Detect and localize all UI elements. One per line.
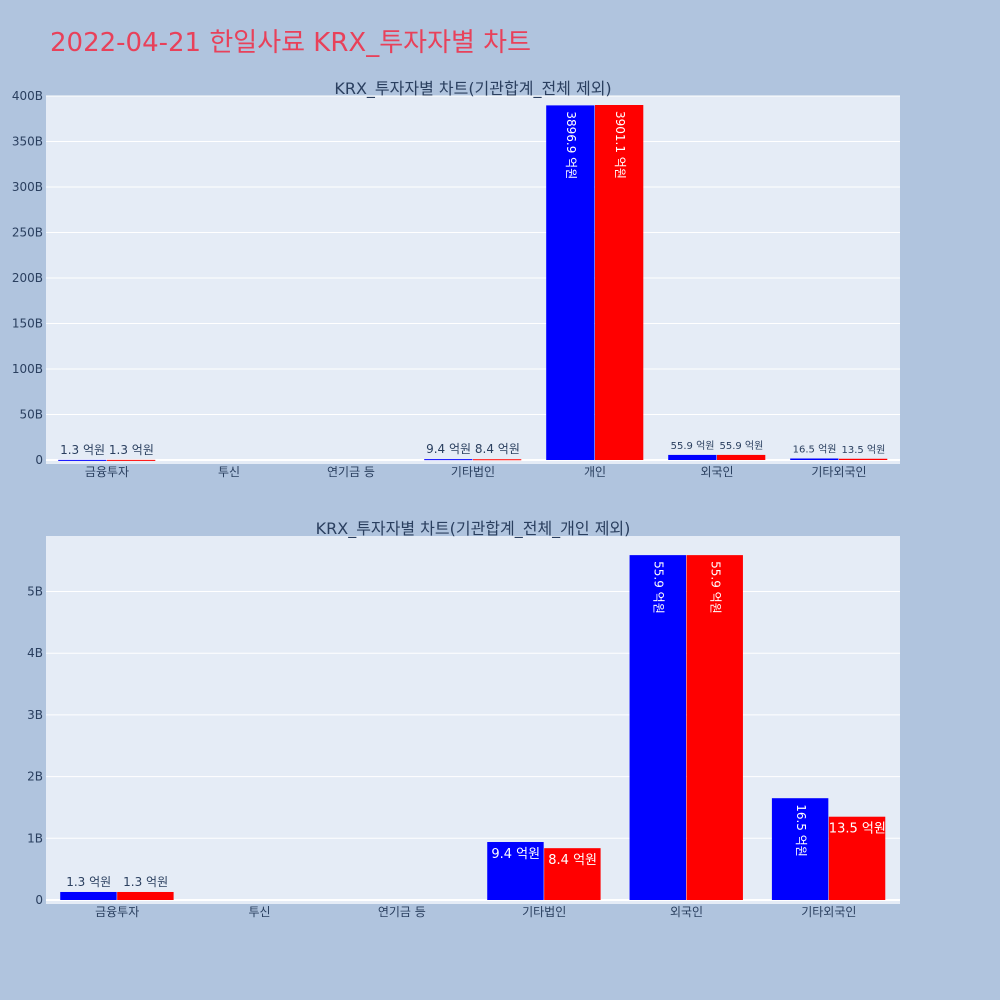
bar bbox=[839, 458, 888, 460]
bar bbox=[790, 458, 839, 460]
data-label: 16.5 억원 bbox=[793, 443, 837, 455]
data-label: 55.9 억원 bbox=[708, 561, 722, 614]
bar bbox=[107, 459, 156, 461]
x-tick-label: 연기금 등 bbox=[378, 905, 426, 919]
data-label: 55.9 억원 bbox=[719, 440, 763, 452]
bar bbox=[544, 848, 601, 900]
data-label: 9.4 억원 bbox=[491, 847, 540, 862]
bar bbox=[58, 459, 107, 461]
y-tick-label: 5B bbox=[27, 585, 43, 599]
bar bbox=[629, 555, 686, 900]
y-tick-label: 3B bbox=[27, 708, 43, 722]
data-label: 13.5 억원 bbox=[829, 822, 886, 837]
y-tick-label: 50B bbox=[19, 408, 43, 422]
bar bbox=[424, 459, 473, 461]
bar bbox=[117, 891, 174, 900]
data-label: 8.4 억원 bbox=[475, 442, 520, 456]
data-label: 16.5 억원 bbox=[794, 804, 808, 857]
x-tick-label: 금융투자 bbox=[85, 465, 129, 479]
data-label: 55.9 억원 bbox=[652, 561, 666, 614]
x-tick-label: 금융투자 bbox=[95, 905, 139, 919]
data-label: 13.5 억원 bbox=[841, 444, 885, 456]
data-label: 55.9 억원 bbox=[671, 440, 715, 452]
data-label: 1.3 억원 bbox=[60, 443, 105, 457]
x-tick-label: 외국인 bbox=[700, 465, 733, 479]
y-tick-label: 300B bbox=[12, 180, 43, 194]
data-label: 1.3 억원 bbox=[109, 443, 154, 457]
bar bbox=[487, 842, 544, 900]
bar bbox=[546, 105, 595, 460]
y-tick-label: 350B bbox=[12, 135, 43, 149]
x-tick-label: 기타외국인 bbox=[811, 465, 866, 479]
y-tick-label: 100B bbox=[12, 362, 43, 376]
y-tick-label: 0 bbox=[35, 453, 43, 467]
x-tick-label: 기타외국인 bbox=[801, 905, 856, 919]
bar bbox=[668, 454, 717, 460]
x-tick-label: 연기금 등 bbox=[327, 465, 375, 479]
chart-title: KRX_투자자별 차트(기관합계_전체 제외) bbox=[334, 79, 611, 99]
page-title: 2022-04-21 한일사료 KRX_투자자별 차트 bbox=[50, 28, 532, 58]
x-tick-label: 기타법인 bbox=[451, 465, 495, 479]
x-tick-label: 투신 bbox=[248, 905, 270, 919]
data-label: 9.4 억원 bbox=[426, 442, 471, 456]
x-tick-label: 개인 bbox=[584, 465, 606, 479]
data-label: 8.4 억원 bbox=[548, 853, 597, 868]
plot-area-1 bbox=[46, 96, 900, 464]
bar bbox=[717, 454, 766, 460]
y-tick-label: 0 bbox=[35, 893, 43, 907]
x-tick-label: 기타법인 bbox=[522, 905, 566, 919]
y-tick-label: 4B bbox=[27, 646, 43, 660]
data-label: 1.3 억원 bbox=[66, 875, 111, 889]
y-tick-label: 2B bbox=[27, 770, 43, 784]
y-tick-label: 250B bbox=[12, 226, 43, 240]
y-tick-label: 200B bbox=[12, 271, 43, 285]
y-tick-label: 400B bbox=[12, 89, 43, 103]
y-tick-label: 1B bbox=[27, 831, 43, 845]
plot-area-2 bbox=[46, 536, 900, 904]
x-tick-label: 외국인 bbox=[670, 905, 703, 919]
bar bbox=[828, 816, 886, 900]
chart-title: KRX_투자자별 차트(기관합계_전체_개인 제외) bbox=[316, 519, 631, 539]
bar bbox=[60, 891, 117, 900]
bar bbox=[473, 459, 522, 461]
data-label: 3901.1 억원 bbox=[613, 111, 627, 179]
data-label: 3896.9 억원 bbox=[564, 111, 578, 179]
bar bbox=[686, 555, 743, 900]
bar bbox=[595, 104, 644, 460]
data-label: 1.3 억원 bbox=[123, 875, 168, 889]
x-tick-label: 투신 bbox=[218, 465, 240, 479]
bar bbox=[771, 798, 829, 900]
y-tick-label: 150B bbox=[12, 317, 43, 331]
